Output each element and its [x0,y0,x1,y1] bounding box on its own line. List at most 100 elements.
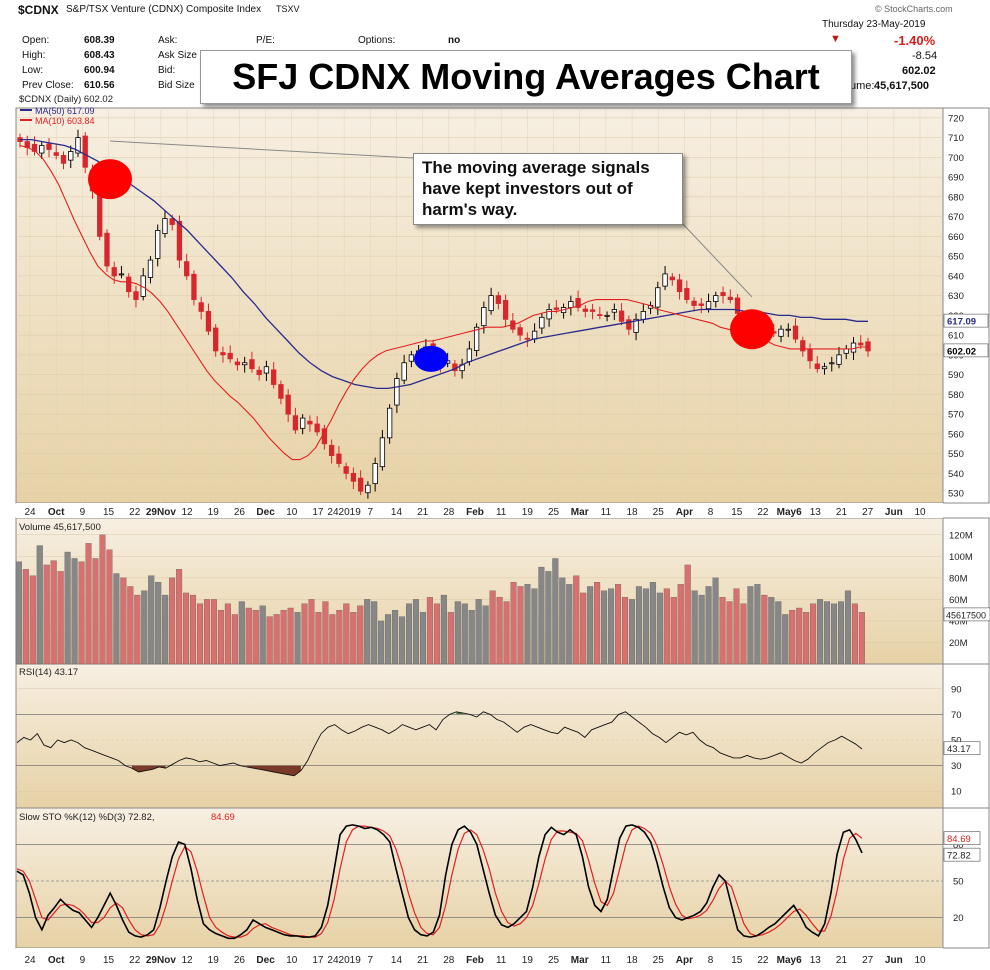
volume-bar [656,592,663,665]
volume-bar [99,534,106,665]
volume-bar [468,610,475,665]
volume-bar [601,590,608,665]
volume-bar [433,603,440,665]
candle [684,288,690,300]
date-tick-label: 24 [24,507,36,518]
candle [655,287,661,308]
volume-bar [635,586,642,665]
date-tick-label: 21 [836,507,848,518]
sto-tick-label: 50 [953,877,964,888]
date-tick-label-bottom: 11 [601,955,612,966]
date-tick-label: 17 [312,507,324,518]
candle [314,423,320,433]
date-tick-label-bottom: 26 [234,955,246,966]
volume-bar [210,599,217,665]
date-tick-label: Oct [48,507,65,518]
volume-bar [50,560,57,665]
title-banner: SFJ CDNX Moving Averages Chart [200,50,852,104]
volume-bar [287,607,294,665]
volume-bar [162,594,169,665]
date-tick-label-bottom: 22 [129,955,141,966]
date-tick-label: 10 [286,507,298,518]
volume-bar [399,616,406,665]
date-tick-label-bottom: 21 [836,955,848,966]
volume-bar [677,584,684,665]
candle [191,273,197,300]
volume-tick-label: 20M [949,638,968,649]
low-value: 600.94 [84,65,115,76]
candle [633,318,639,333]
date-tick-label-bottom: 15 [731,955,743,966]
candle [147,259,154,278]
date-axis-strip-bottom [16,948,943,968]
callout-box: The moving average signals have kept inv… [413,153,683,225]
prev-close-value: 610.56 [84,80,115,91]
volume-bar [789,610,796,665]
date-tick-label-bottom: 10 [286,955,298,966]
candle [205,311,212,332]
volume-bar [461,603,468,665]
volume-bar [803,612,810,665]
rsi-panel [15,663,944,809]
volume-bar [155,582,162,665]
price-tick-label: 650 [948,252,964,263]
date-tick-label-bottom: 14 [391,955,403,966]
date-tick-label: 10 [914,507,926,518]
candle [836,354,842,365]
volume-bar [684,564,691,665]
price-tick-label: 540 [948,469,964,480]
date-tick-label-bottom: 19 [208,955,220,966]
volume-bar [503,601,510,665]
options-value: no [448,35,461,46]
date-tick-label-bottom: 18 [626,955,638,966]
volume-label: ume: [850,80,875,92]
sell-signal-marker [730,309,774,350]
volume-bar [670,597,677,665]
candle [466,348,473,362]
volume-bar [252,610,259,665]
date-tick-label: 13 [810,507,822,518]
volume-bar [733,588,740,665]
candle [394,378,400,406]
volume-bar [489,590,496,665]
date-tick-label: 26 [234,507,246,518]
volume-bar [754,584,761,665]
high-label: High: [22,50,46,61]
open-value: 608.39 [84,35,115,46]
volume-bar [378,620,385,665]
stochastic-panel-axis [942,807,990,949]
volume-bar [113,573,120,665]
rsi-panel-axis [942,663,990,809]
volume-bar [517,586,524,665]
candle [133,291,139,300]
date-tick-label: Apr [676,507,693,518]
ma50-flag: 617.09 [947,317,976,328]
date-tick-label: 19 [208,507,220,518]
candle [727,296,733,300]
rsi-tick-label: 50 [951,736,962,747]
volume-bar [36,545,43,665]
candle [75,137,81,154]
candle [39,145,45,154]
candle [676,279,683,293]
candle [408,354,415,362]
candle [46,143,52,150]
candle [691,300,697,306]
volume-bar [183,592,190,665]
volume-bar [273,614,280,665]
date-tick-label-bottom: 15 [103,955,115,966]
volume-bar [642,588,649,665]
volume-bar [844,590,851,665]
candle [176,220,183,261]
date-tick-label: 11 [496,507,507,518]
candle [242,362,248,366]
volume-bar [482,605,489,665]
date-tick-label: 22 [757,507,769,518]
volume-bar [245,607,252,665]
rsi-tick-label: 70 [951,710,962,721]
candle [343,466,349,474]
candle [807,348,813,362]
candle [604,314,610,317]
change-pct: -1.40% [894,33,936,48]
rsi-tick-label: 90 [951,684,962,695]
